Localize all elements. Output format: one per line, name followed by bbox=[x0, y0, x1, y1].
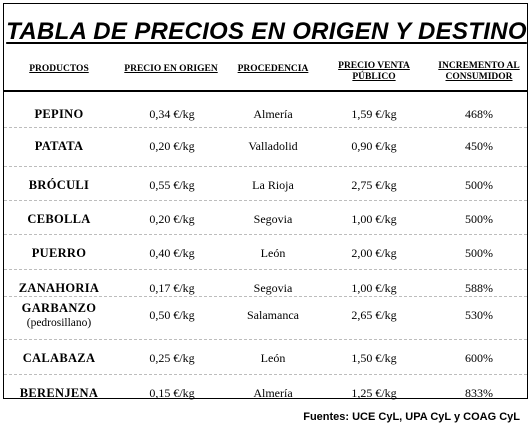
cell-origen: 0,55 €/kg bbox=[149, 178, 195, 192]
header-incremento-line1: INCREMENTO AL bbox=[438, 61, 520, 71]
price-table-frame: TABLA DE PRECIOS EN ORIGEN Y DESTINO PRO… bbox=[3, 3, 528, 400]
row-separator bbox=[4, 269, 527, 270]
table-title: TABLA DE PRECIOS EN ORIGEN Y DESTINO bbox=[6, 18, 527, 45]
cell-venta: 1,00 €/kg bbox=[351, 212, 397, 226]
header-incremento-line2: CONSUMIDOR bbox=[445, 72, 513, 82]
cell-incremento: 588% bbox=[465, 281, 493, 295]
row-separator bbox=[4, 374, 527, 375]
cell-venta: 2,00 €/kg bbox=[351, 246, 397, 260]
cell-incremento: 500% bbox=[465, 212, 493, 226]
row-separator bbox=[4, 200, 527, 201]
row-separator bbox=[4, 234, 527, 235]
table-row: CALABAZA 0,25 €/kg León 1,50 €/kg 600% bbox=[4, 341, 527, 376]
table-row: PATATA 0,20 €/kg Valladolid 0,90 €/kg 450% bbox=[4, 129, 527, 164]
cell-procedencia: Valladolid bbox=[248, 139, 298, 153]
cell-venta: 1,00 €/kg bbox=[351, 281, 397, 295]
cell-incremento: 600% bbox=[465, 351, 493, 365]
table-row: BRÓCULI 0,55 €/kg La Rioja 2,75 €/kg 500% bbox=[4, 168, 527, 203]
cell-producto: PUERRO bbox=[31, 246, 87, 260]
cell-origen: 0,20 €/kg bbox=[149, 139, 195, 153]
cell-origen: 0,17 €/kg bbox=[149, 281, 195, 295]
table-row: BERENJENA 0,15 €/kg Almería 1,25 €/kg 833% bbox=[4, 376, 527, 411]
cell-producto: CALABAZA bbox=[22, 351, 96, 365]
table-row: PEPINO 0,34 €/kg Almería 1,59 €/kg 468% bbox=[4, 97, 527, 132]
sources-note: Fuentes: UCE CyL, UPA CyL y COAG CyL bbox=[303, 411, 520, 423]
cell-incremento: 468% bbox=[465, 107, 493, 121]
cell-producto: BERENJENA bbox=[19, 386, 99, 400]
cell-procedencia: Segovia bbox=[253, 212, 293, 226]
cell-venta: 1,59 €/kg bbox=[351, 107, 397, 121]
cell-procedencia: Almería bbox=[253, 107, 293, 121]
header-precio-origen: PRECIO EN ORIGEN bbox=[124, 64, 218, 74]
cell-venta: 2,75 €/kg bbox=[351, 178, 397, 192]
cell-procedencia: La Rioja bbox=[252, 178, 294, 192]
cell-venta: 1,25 €/kg bbox=[351, 386, 397, 400]
table-row: PUERRO 0,40 €/kg León 2,00 €/kg 500% bbox=[4, 236, 527, 271]
cell-origen: 0,20 €/kg bbox=[149, 212, 195, 226]
cell-procedencia: León bbox=[260, 246, 286, 260]
row-separator bbox=[4, 296, 527, 297]
header-incremento: INCREMENTO AL CONSUMIDOR bbox=[434, 61, 524, 83]
row-separator bbox=[4, 127, 527, 128]
cell-venta: 2,65 €/kg bbox=[351, 308, 397, 322]
cell-origen: 0,50 €/kg bbox=[149, 308, 195, 322]
cell-producto: BRÓCULI bbox=[28, 178, 90, 192]
header-procedencia: PROCEDENCIA bbox=[237, 64, 309, 74]
cell-incremento: 500% bbox=[465, 246, 493, 260]
table-row: ZANAHORIA 0,17 €/kg Segovia 1,00 €/kg 588% bbox=[4, 271, 527, 306]
cell-producto: PATATA bbox=[34, 139, 84, 153]
cell-origen: 0,34 €/kg bbox=[149, 107, 195, 121]
cell-origen: 0,15 €/kg bbox=[149, 386, 195, 400]
cell-producto: ZANAHORIA bbox=[18, 281, 100, 295]
cell-incremento: 530% bbox=[465, 308, 493, 322]
table-row: GARBANZO (pedrosillano) 0,50 €/kg Salamanca… bbox=[4, 298, 527, 333]
header-productos: PRODUCTOS bbox=[29, 64, 89, 74]
cell-venta: 0,90 €/kg bbox=[351, 139, 397, 153]
row-separator bbox=[4, 339, 527, 340]
header-divider bbox=[4, 90, 527, 92]
table-row: CEBOLLA 0,20 €/kg Segovia 1,00 €/kg 500% bbox=[4, 202, 527, 237]
cell-producto: PEPINO bbox=[34, 107, 84, 121]
cell-procedencia: Segovia bbox=[253, 281, 293, 295]
cell-venta: 1,50 €/kg bbox=[351, 351, 397, 365]
cell-origen: 0,40 €/kg bbox=[149, 246, 195, 260]
producto-name: GARBANZO bbox=[21, 300, 97, 315]
row-separator bbox=[4, 166, 527, 167]
header-precio-venta-line1: PRECIO VENTA bbox=[338, 61, 410, 71]
cell-procedencia: Almería bbox=[253, 386, 293, 400]
cell-incremento: 833% bbox=[465, 386, 493, 400]
cell-origen: 0,25 €/kg bbox=[149, 351, 195, 365]
cell-incremento: 450% bbox=[465, 139, 493, 153]
header-precio-venta-line2: PÚBLICO bbox=[352, 72, 396, 82]
cell-procedencia: León bbox=[260, 351, 286, 365]
producto-variety: (pedrosillano) bbox=[26, 316, 92, 329]
header-precio-venta: PRECIO VENTA PÚBLICO bbox=[329, 61, 419, 83]
cell-producto: CEBOLLA bbox=[27, 212, 91, 226]
cell-incremento: 500% bbox=[465, 178, 493, 192]
cell-producto: GARBANZO (pedrosillano) bbox=[14, 298, 104, 333]
cell-procedencia: Salamanca bbox=[247, 308, 299, 322]
